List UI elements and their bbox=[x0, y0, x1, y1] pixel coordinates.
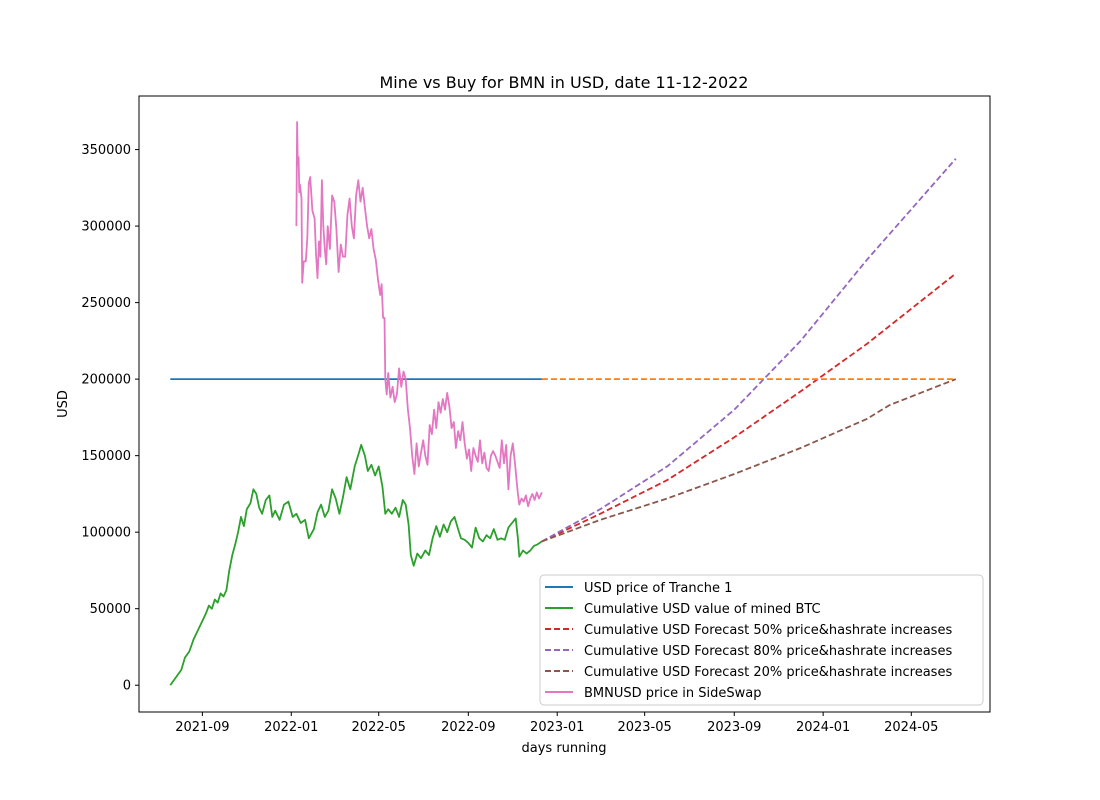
x-tick-label: 2022-09 bbox=[441, 720, 495, 735]
x-tick-label: 2021-09 bbox=[175, 720, 229, 735]
legend: USD price of Tranche 1 Cumulative USD val… bbox=[539, 574, 984, 706]
legend-label: Cumulative USD Forecast 80% price&hashra… bbox=[584, 644, 952, 659]
y-tick-label: 250000 bbox=[81, 296, 131, 311]
y-axis-label: USD bbox=[56, 390, 71, 418]
legend-label: BMNUSD price in SideSwap bbox=[584, 686, 761, 701]
x-tick-label: 2022-05 bbox=[352, 720, 406, 735]
x-tick-label: 2023-01 bbox=[530, 720, 584, 735]
y-tick-label: 150000 bbox=[81, 449, 131, 464]
legend-label: Cumulative USD Forecast 20% price&hashra… bbox=[584, 665, 952, 680]
legend-box bbox=[539, 574, 984, 706]
x-axis-label: days running bbox=[522, 741, 607, 756]
x-tick-label: 2024-05 bbox=[884, 720, 938, 735]
x-tick-label: 2022-01 bbox=[264, 720, 318, 735]
series-line-5 bbox=[295, 121, 543, 508]
y-tick-label: 50000 bbox=[90, 602, 131, 617]
y-tick-label: 300000 bbox=[81, 220, 131, 235]
series-line-3 bbox=[541, 158, 957, 543]
x-tick-label: 2023-05 bbox=[617, 720, 671, 735]
chart-title: Mine vs Buy for BMN in USD, date 11-12-2… bbox=[380, 73, 749, 92]
y-tick-label: 350000 bbox=[81, 143, 131, 158]
legend-label: USD price of Tranche 1 bbox=[584, 581, 732, 596]
series-line-4 bbox=[541, 378, 957, 543]
series-layer bbox=[169, 121, 957, 686]
x-tick-label: 2024-01 bbox=[796, 720, 850, 735]
y-tick-label: 100000 bbox=[81, 526, 131, 541]
y-tick-label: 200000 bbox=[81, 373, 131, 388]
legend-label: Cumulative USD Forecast 50% price&hashra… bbox=[584, 623, 952, 638]
series-line-2 bbox=[541, 272, 957, 543]
y-tick-label: 0 bbox=[123, 679, 131, 694]
legend-label: Cumulative USD value of mined BTC bbox=[584, 602, 821, 617]
x-tick-label: 2023-09 bbox=[707, 720, 761, 735]
series-line-1 bbox=[169, 444, 543, 686]
x-axis: 2021-09 2022-01 2022-05 2022-09 2023-01 2023-… bbox=[175, 712, 938, 735]
y-axis: 0 50000 100000 150000 200000 250000 300000 3500… bbox=[81, 143, 139, 694]
plot-frame bbox=[138, 95, 991, 713]
